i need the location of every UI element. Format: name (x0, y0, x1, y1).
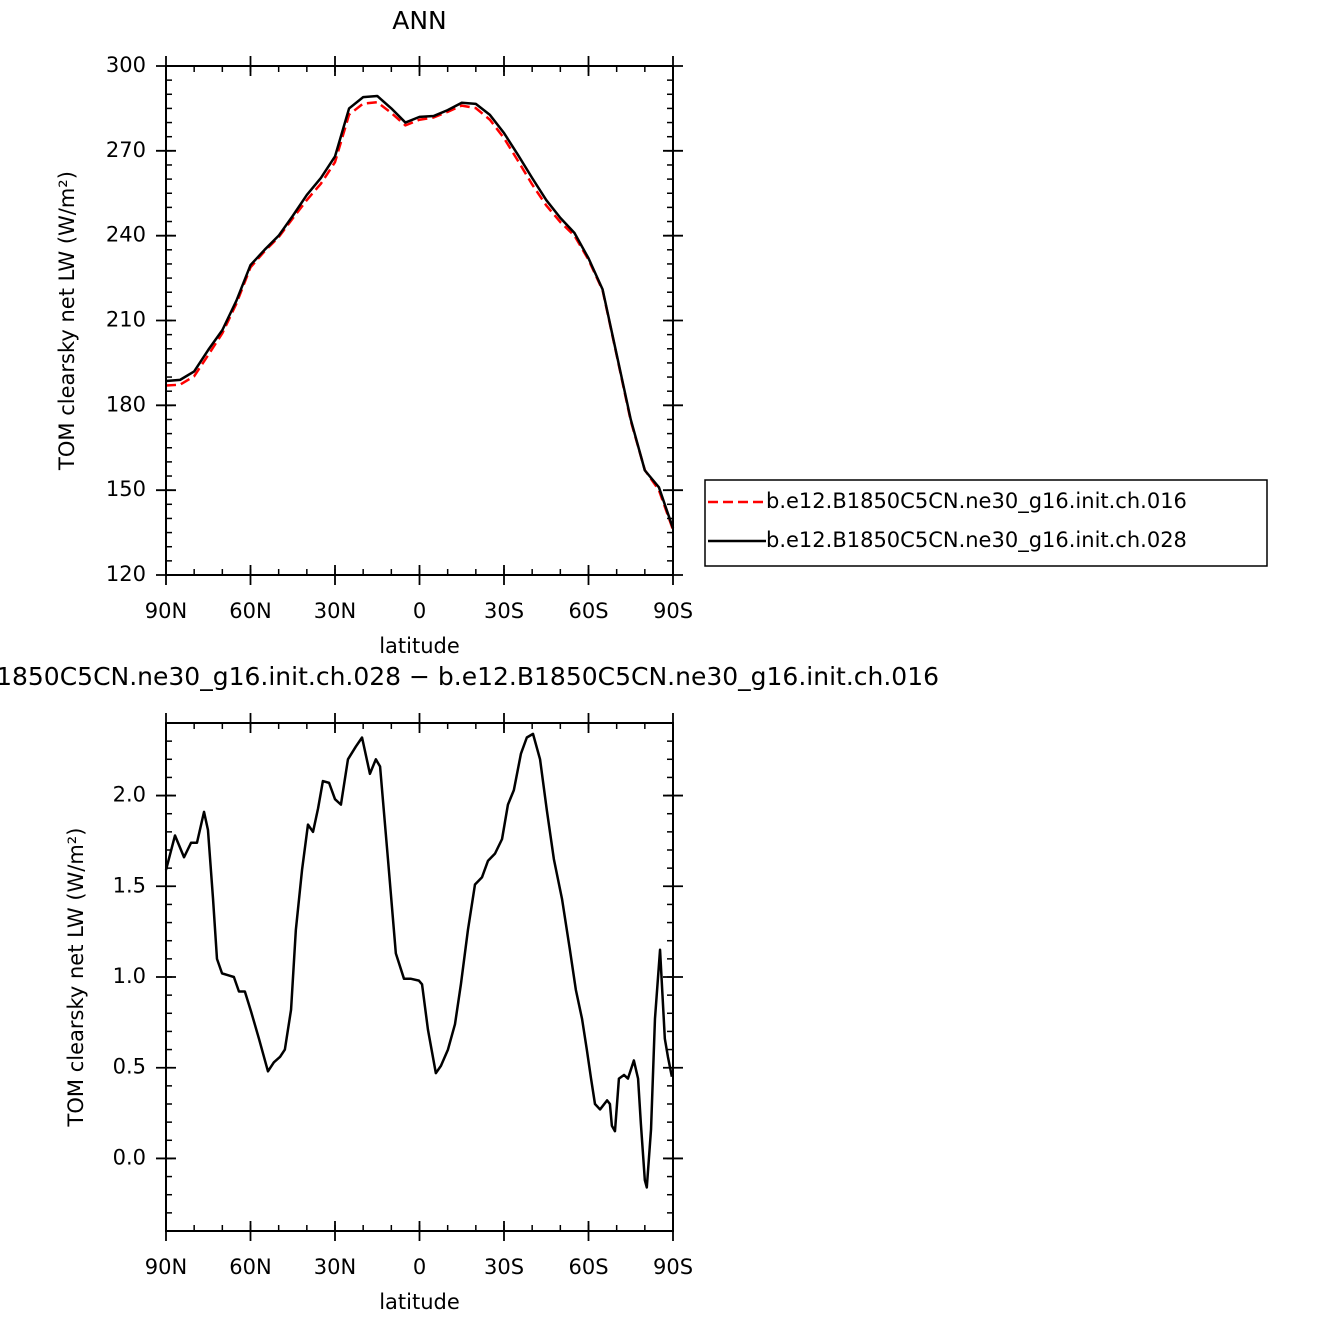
y-tick-label: 240 (106, 223, 146, 247)
x-tick-label: 90S (653, 599, 693, 623)
y-tick-label: 150 (106, 477, 146, 501)
x-tick-label: 0 (413, 599, 426, 623)
plot-frame (165, 722, 674, 1232)
data-line (164, 732, 674, 1189)
x-tick-label: 30S (484, 1255, 524, 1279)
x-tick-label: 90N (145, 1255, 187, 1279)
x-tick-label: 90S (653, 1255, 693, 1279)
y-axis-label: TOM clearsky net LW (W/m²) (64, 828, 88, 1128)
chart-title: ANN (392, 6, 447, 35)
y-tick-label: 1.0 (113, 964, 146, 988)
y-tick-label: 0.5 (113, 1055, 146, 1079)
y-tick-label: 270 (106, 138, 146, 162)
y-tick-label: 180 (106, 392, 146, 416)
legend-label: b.e12.B1850C5CN.ne30_g16.init.ch.016 (766, 489, 1187, 514)
data-line (165, 100, 675, 531)
x-tick-label: 30N (314, 599, 356, 623)
y-tick-label: 0.0 (113, 1145, 146, 1169)
y-tick-label: 1.5 (113, 873, 146, 897)
x-tick-label: 60S (568, 1255, 608, 1279)
y-axis-label: TOM clearsky net LW (W/m²) (55, 171, 79, 471)
legend-box (704, 479, 1268, 567)
x-tick-label: 60N (229, 1255, 271, 1279)
data-line (165, 94, 675, 529)
x-tick-label: 0 (413, 1255, 426, 1279)
y-tick-label: 300 (106, 53, 146, 77)
y-tick-label: 120 (106, 562, 146, 586)
x-tick-label: 90N (145, 599, 187, 623)
chart-title: b.e12.B1850C5CN.ne30_g16.init.ch.028 − b… (0, 662, 939, 691)
legend: b.e12.B1850C5CN.ne30_g16.init.ch.016 b.e1… (704, 479, 1268, 567)
x-tick-label: 60N (229, 599, 271, 623)
y-tick-label: 210 (106, 308, 146, 332)
plot-frame (165, 65, 674, 576)
y-tick-label: 2.0 (113, 783, 146, 807)
x-axis-label: latitude (379, 634, 460, 658)
x-tick-label: 60S (568, 599, 608, 623)
legend-label: b.e12.B1850C5CN.ne30_g16.init.ch.028 (766, 528, 1187, 553)
x-tick-label: 30N (314, 1255, 356, 1279)
x-axis-label: latitude (379, 1290, 460, 1314)
x-tick-label: 30S (484, 599, 524, 623)
